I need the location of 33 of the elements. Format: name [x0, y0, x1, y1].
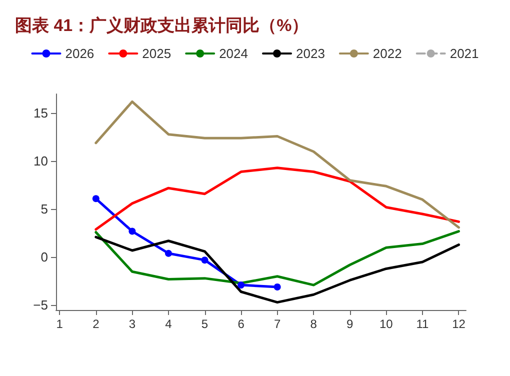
- x-tick-label: 4: [165, 317, 172, 331]
- y-tick-label: 15: [34, 106, 48, 121]
- x-tick-label: 5: [201, 317, 208, 331]
- x-tick-label: 9: [346, 317, 354, 331]
- x-tick-label: 11: [416, 317, 430, 331]
- line-series: [94, 100, 460, 229]
- point: [128, 228, 136, 235]
- x-tick-label: 12: [452, 317, 466, 331]
- x-tick-label: 8: [310, 317, 318, 331]
- legend-label: 2026: [65, 46, 94, 61]
- line-series: [94, 166, 460, 231]
- y-tick-label: 0: [40, 250, 48, 265]
- point: [201, 256, 208, 264]
- x-tick-label: 7: [274, 317, 281, 331]
- x-tick-label: 6: [238, 317, 245, 331]
- y-tick-label: 5: [40, 202, 48, 217]
- point: [274, 283, 281, 290]
- x-tick-label: 1: [56, 317, 64, 331]
- line-series: [94, 236, 460, 304]
- point: [92, 195, 100, 202]
- legend-label: 2022: [372, 46, 402, 61]
- y-tick-label: 10: [34, 154, 48, 169]
- x-tick-label: 2: [92, 317, 100, 331]
- chart-title: 图表 41：广义财政支出累计同比（%）: [15, 16, 309, 35]
- legend-label: 2024: [219, 46, 248, 61]
- legend-label: 2023: [296, 46, 325, 61]
- legend-label: 2025: [142, 46, 172, 61]
- point: [164, 250, 172, 257]
- y-tick-label: −5: [33, 298, 48, 313]
- x-tick-label: 10: [379, 317, 394, 331]
- legend-label: 2021: [450, 46, 479, 61]
- point: [238, 282, 245, 289]
- x-tick-label: 3: [128, 317, 136, 331]
